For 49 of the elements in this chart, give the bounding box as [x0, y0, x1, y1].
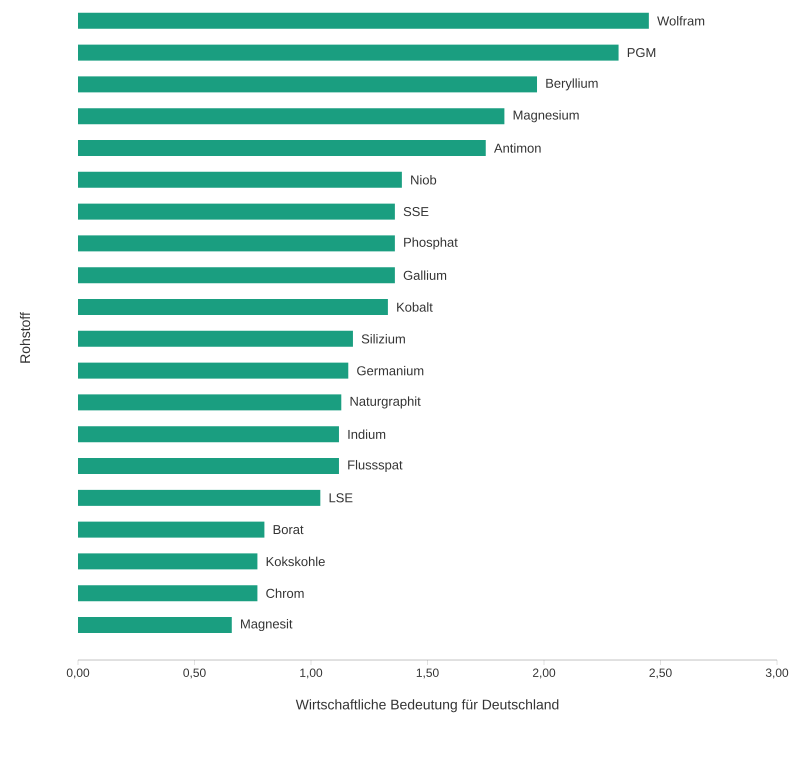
y-tick-label: Niob	[411, 175, 436, 185]
y-tick-label: Kobalt	[397, 302, 433, 312]
y-tick-label: Magnesium	[514, 110, 579, 122]
y-tick-label: PGM	[628, 48, 656, 58]
bar	[78, 172, 402, 188]
bar	[78, 426, 339, 442]
bar	[78, 204, 395, 220]
x-tick-label: 2,50	[649, 668, 672, 678]
bar	[78, 617, 232, 634]
bar	[78, 394, 342, 410]
x-tick-label: 1,00	[300, 668, 322, 678]
y-tick-label: Indium	[348, 429, 386, 439]
y-axis-title: Rohstoff	[20, 312, 30, 363]
x-tick-label: 1,50	[416, 668, 439, 678]
bar	[78, 76, 538, 92]
bar	[78, 553, 258, 570]
y-tick-label: Gallium	[404, 270, 446, 280]
bar	[78, 585, 258, 602]
bar	[78, 458, 339, 474]
bar	[78, 362, 348, 379]
y-tick-label: Germanium	[357, 366, 424, 376]
x-axis-title: Wirtschaftliche Bedeutung für Deutschland	[296, 699, 558, 712]
y-tick-label: Borat	[274, 525, 304, 534]
x-tick-label: 0,00	[66, 668, 90, 678]
y-tick-label: Silizium	[362, 334, 405, 344]
bar	[78, 299, 388, 316]
y-tick-label: Phosphat	[404, 237, 458, 250]
bar	[78, 330, 353, 347]
x-tick-label: 0,50	[183, 668, 206, 678]
y-tick-label: Kokskohle	[266, 556, 325, 566]
y-tick-label: Wolfram	[657, 16, 704, 26]
y-tick-label: LSE	[330, 493, 352, 502]
y-tick-label: Beryllium	[546, 78, 598, 90]
bar	[78, 267, 395, 284]
y-tick-label: Antimon	[494, 143, 541, 153]
bar	[78, 44, 619, 61]
y-tick-label: Naturgraphit	[350, 396, 421, 408]
y-tick-label: Flussspat	[348, 460, 402, 472]
bar	[78, 235, 395, 252]
bar	[78, 522, 264, 538]
y-tick-label: Chrom	[266, 588, 304, 598]
bar	[78, 490, 320, 506]
bar	[78, 108, 504, 124]
bar	[78, 12, 649, 29]
bar	[78, 140, 486, 156]
x-tick-label: 3,00	[766, 668, 788, 678]
y-tick-label: Magnesit	[241, 618, 292, 632]
y-tick-label: SSE	[404, 207, 428, 216]
x-tick-label: 2,00	[532, 668, 556, 678]
